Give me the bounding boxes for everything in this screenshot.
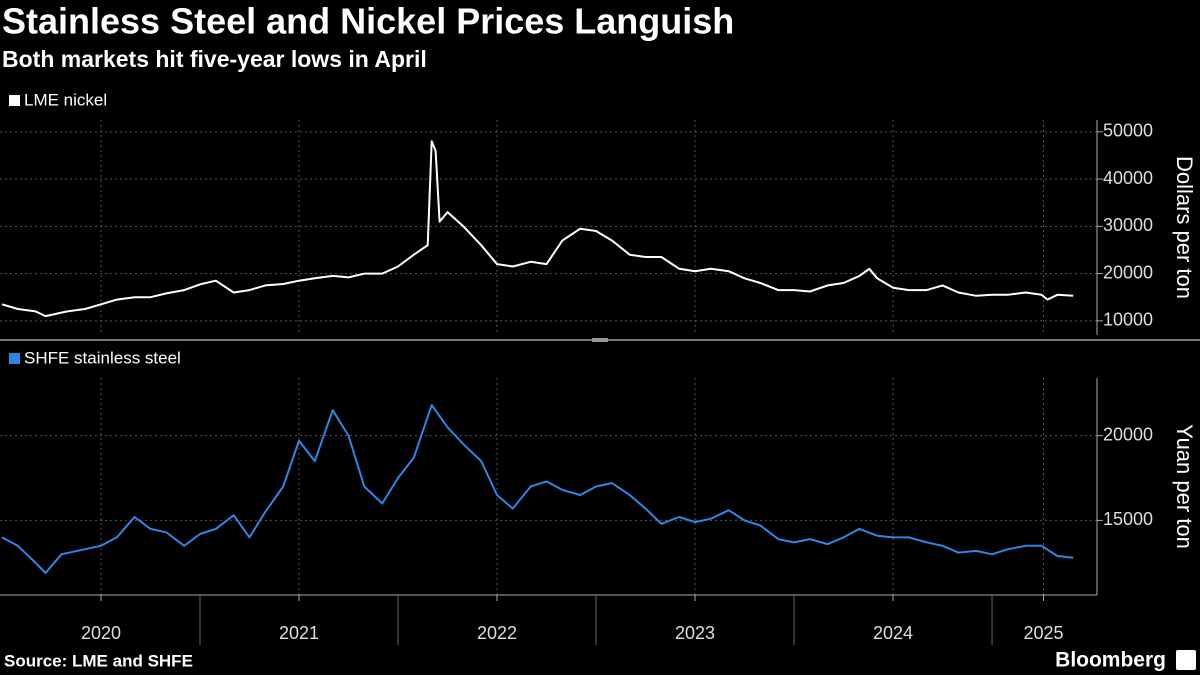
legend-label: SHFE stainless steel	[24, 348, 181, 367]
y-axis-label: Yuan per ton	[1172, 424, 1197, 549]
brand: Bloomberg	[1055, 649, 1166, 672]
y-tick-label: 50000	[1103, 121, 1153, 141]
x-tick-label: 2023	[675, 623, 715, 643]
y-tick-label: 15000	[1103, 509, 1153, 529]
legend-swatch	[9, 353, 20, 364]
y-tick-label: 10000	[1103, 310, 1153, 330]
y-axis-label: Dollars per ton	[1172, 156, 1197, 299]
chart-subtitle: Both markets hit five-year lows in April	[2, 46, 427, 72]
y-tick-label: 20000	[1103, 424, 1153, 444]
legend-label: LME nickel	[24, 90, 107, 109]
y-tick-label: 30000	[1103, 215, 1153, 235]
series-line	[1, 404, 1074, 574]
y-tick-label: 40000	[1103, 168, 1153, 188]
x-tick-label: 2025	[1023, 623, 1063, 643]
x-tick-label: 2022	[477, 623, 517, 643]
separator-handle	[592, 338, 608, 342]
x-tick-label: 2021	[279, 623, 319, 643]
chart-title: Stainless Steel and Nickel Prices Langui…	[2, 1, 734, 42]
legend-swatch	[9, 95, 20, 106]
source: Source: LME and SHFE	[4, 651, 193, 670]
x-tick-label: 2020	[81, 623, 121, 643]
brand-icon	[1176, 650, 1196, 670]
y-tick-label: 20000	[1103, 262, 1153, 282]
series-line	[1, 140, 1074, 318]
x-tick-label: 2024	[873, 623, 913, 643]
